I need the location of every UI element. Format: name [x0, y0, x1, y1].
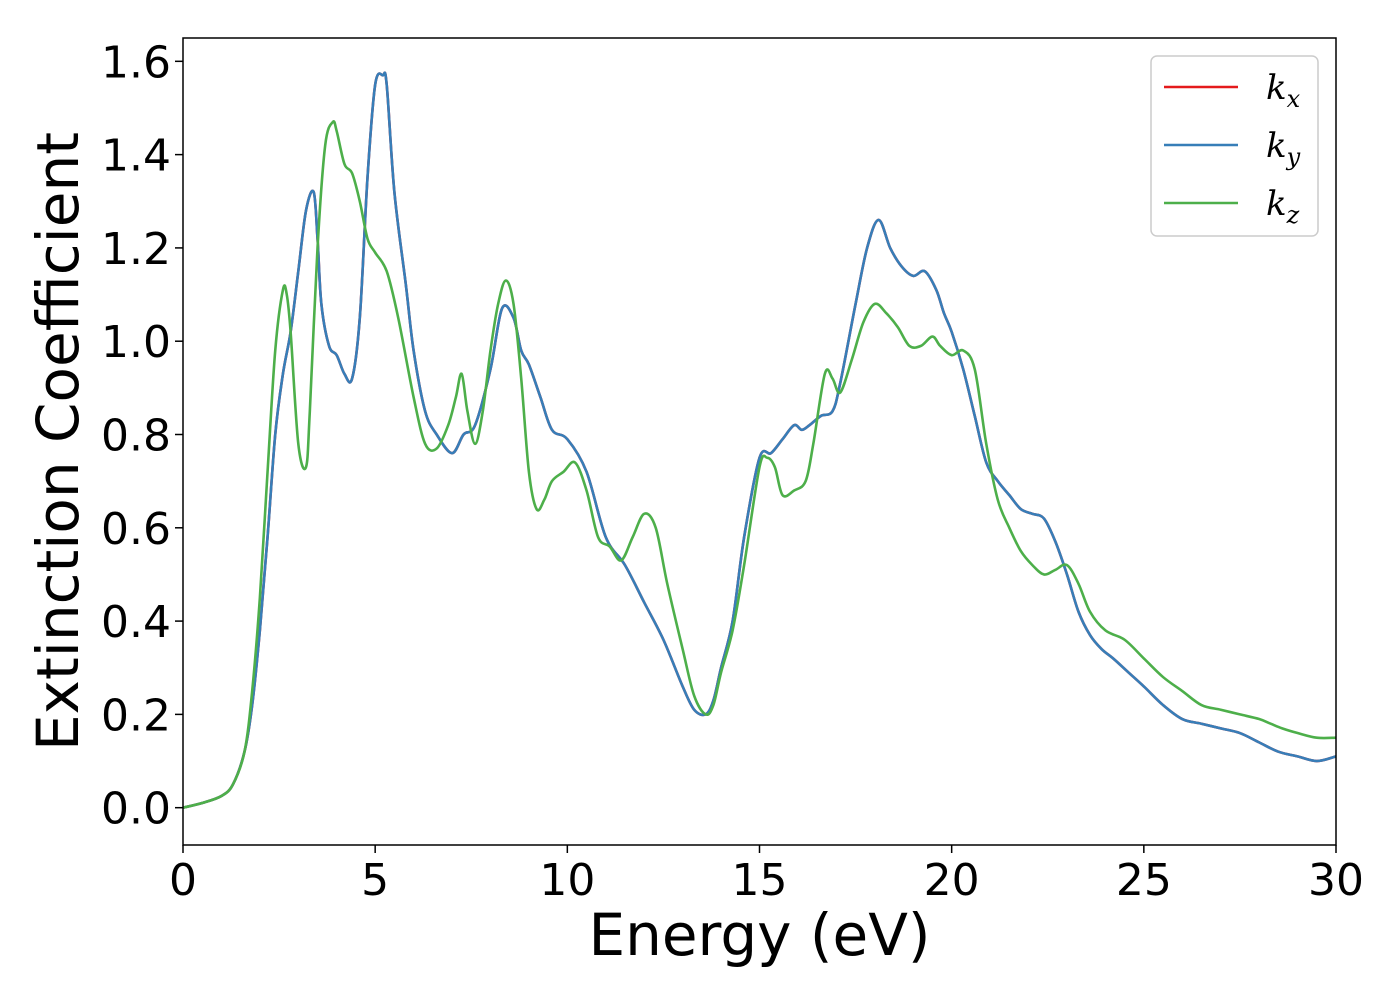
x-tick-label: 25	[1116, 855, 1172, 906]
legend-label-subscript: y	[1286, 143, 1301, 171]
legend-label-main: k	[1266, 126, 1287, 166]
x-tick-label: 20	[924, 855, 980, 906]
y-tick-label: 1.0	[101, 317, 171, 368]
y-tick-label: 0.4	[101, 597, 171, 648]
y-tick-label: 0.2	[101, 690, 171, 741]
legend-label-main: k	[1266, 68, 1287, 108]
x-tick-label: 10	[539, 855, 595, 906]
tick-layer: 0 5 10 15 20 25 30 0.0 0.2 0.4 0.6 0.8 1.0 1.2 1.4 1.6	[101, 37, 1364, 906]
series-layer	[183, 71, 1336, 809]
x-tick-label: 0	[169, 855, 197, 906]
y-tick-label: 0.6	[101, 504, 171, 555]
y-tick-label: 0.0	[101, 784, 171, 835]
legend-label-ky: ky	[1266, 126, 1301, 171]
legend-label-kz: kz	[1266, 184, 1300, 229]
x-axis-title: Energy (eV)	[588, 901, 930, 969]
series-line-kz	[183, 120, 1336, 809]
y-tick-label: 1.6	[101, 37, 171, 88]
y-tick-label: 1.4	[101, 131, 171, 182]
x-tick-label: 30	[1308, 855, 1364, 906]
x-tick-label: 15	[732, 855, 788, 906]
y-tick-label: 0.8	[101, 411, 171, 462]
y-tick-label: 1.2	[101, 224, 171, 275]
legend-label-subscript: x	[1287, 85, 1301, 113]
y-axis-title: Extinction Coefficient	[24, 132, 92, 751]
x-tick-label: 5	[361, 855, 389, 906]
legend-label-subscript: z	[1286, 201, 1300, 229]
series-line-ky	[183, 71, 1336, 809]
legend-label-kx: kx	[1266, 68, 1301, 113]
legend-label-main: k	[1266, 184, 1287, 224]
